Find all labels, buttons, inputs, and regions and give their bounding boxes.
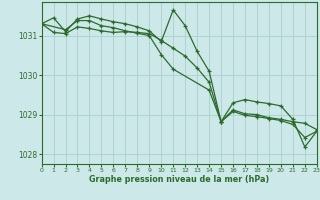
X-axis label: Graphe pression niveau de la mer (hPa): Graphe pression niveau de la mer (hPa) <box>89 175 269 184</box>
